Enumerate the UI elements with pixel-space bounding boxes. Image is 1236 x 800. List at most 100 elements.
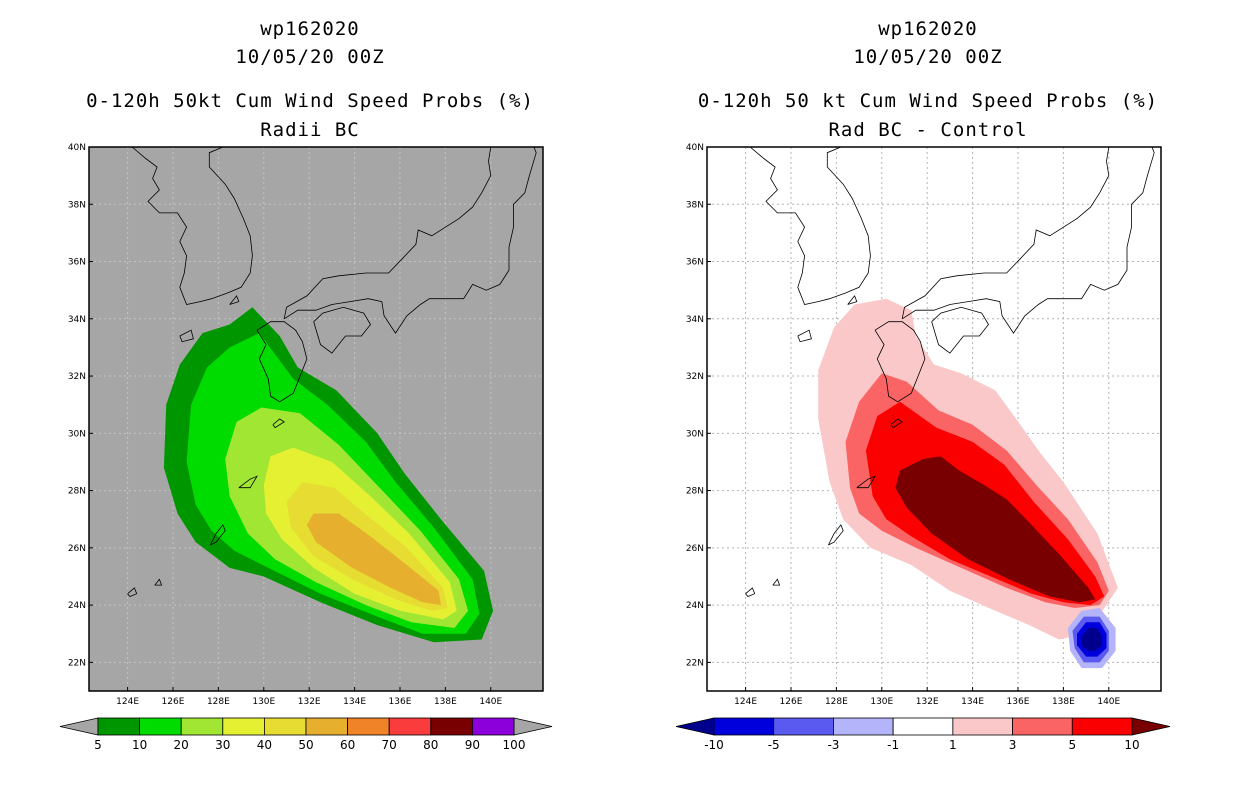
coastline: [874, 321, 926, 403]
lat-tick-label: 24N: [68, 601, 86, 611]
colorbar-swatch: [952, 717, 1013, 736]
colorbar-swatch: [263, 717, 307, 736]
coastline: [847, 295, 858, 305]
colorbar-label: 10: [1124, 738, 1139, 752]
lon-tick-label: 132E: [916, 697, 939, 707]
right-colorbar: -10 -5 -3 -1 1 3 5 10: [675, 717, 1171, 752]
left-title-product: 0-120h 50kt Cum Wind Speed Probs (%): [86, 90, 534, 112]
colorbar-label: -5: [768, 738, 780, 752]
colorbar-high-triangle: [513, 717, 553, 736]
lon-tick-label: 134E: [343, 697, 366, 707]
coastline: [931, 306, 989, 354]
colorbar-label: 10: [132, 738, 147, 752]
colorbar-label: 3: [1009, 738, 1017, 752]
map-content: [89, 147, 543, 691]
map-frame: [706, 146, 1162, 692]
contour-50-60: [306, 513, 441, 606]
coastline: [745, 587, 756, 597]
coastline: [901, 147, 1110, 319]
colorbar-label: 90: [465, 738, 480, 752]
coastline: [238, 475, 258, 489]
colorbar-low-triangle: [59, 717, 99, 736]
coastline: [154, 578, 163, 586]
colorbar-label: 80: [423, 738, 438, 752]
lon-tick-label: 140E: [1097, 697, 1120, 707]
coastline: [127, 587, 138, 597]
colorbar-label: 20: [174, 738, 189, 752]
lon-tick-label: 130E: [252, 697, 275, 707]
coastline: [272, 418, 285, 429]
colorbar-swatch: [1012, 717, 1073, 736]
lat-tick-label: 22N: [686, 658, 704, 668]
colorbar-label: 5: [94, 738, 102, 752]
coastline: [772, 578, 781, 586]
colorbar-label: 50: [298, 738, 313, 752]
lat-tick-label: 26N: [686, 544, 704, 554]
lon-tick-label: 138E: [434, 697, 457, 707]
colorbar-swatch: [1071, 717, 1133, 736]
coastline: [313, 306, 371, 354]
lat-tick-label: 36N: [68, 258, 86, 268]
colorbar-swatch: [388, 717, 432, 736]
lon-tick-label: 134E: [961, 697, 984, 707]
colorbar-label: 60: [340, 738, 355, 752]
map-content: [707, 147, 1161, 691]
contour--10: [1081, 628, 1102, 651]
lon-tick-label: 136E: [1007, 697, 1030, 707]
lat-tick-label: 22N: [68, 658, 86, 668]
lon-tick-label: 124E: [734, 697, 757, 707]
colorbar-label: 40: [257, 738, 272, 752]
lat-tick-label: 32N: [686, 372, 704, 382]
coastline: [256, 321, 308, 403]
colorbar-swatch: [430, 717, 473, 736]
coastline: [890, 418, 903, 429]
coastline: [797, 329, 812, 343]
lat-tick-label: 36N: [686, 258, 704, 268]
right-title-storm: wp162020: [878, 18, 978, 40]
colorbar-swatch: [833, 717, 894, 736]
lat-tick-label: 40N: [68, 143, 86, 153]
coastline: [901, 147, 1155, 334]
colorbar-low-triangle: [675, 717, 715, 736]
colorbar-swatch: [471, 717, 515, 736]
colorbar-swatch: [180, 717, 224, 736]
colorbar-swatch: [892, 717, 954, 736]
colorbar-label: 30: [215, 738, 230, 752]
lon-tick-label: 128E: [825, 697, 848, 707]
right-title-date: 10/05/20 00Z: [853, 46, 1003, 68]
lon-tick-label: 132E: [298, 697, 321, 707]
colorbar-label: 70: [382, 738, 397, 752]
colorbar-swatch: [97, 717, 140, 736]
coastline: [131, 147, 253, 305]
left-title-sub: Radii BC: [260, 119, 360, 141]
lon-tick-label: 124E: [116, 697, 139, 707]
lon-tick-label: 126E: [162, 697, 185, 707]
colorbar-swatch: [773, 717, 834, 736]
lat-tick-label: 28N: [68, 487, 86, 497]
coastline: [179, 329, 194, 343]
colorbar-swatch: [139, 717, 182, 736]
coastline: [828, 524, 844, 546]
lon-tick-label: 128E: [207, 697, 230, 707]
lon-tick-label: 138E: [1052, 697, 1075, 707]
colorbar-swatch: [222, 717, 265, 736]
left-title-date: 10/05/20 00Z: [235, 46, 385, 68]
coastline: [856, 475, 876, 489]
lat-tick-label: 38N: [686, 200, 704, 210]
left-title-storm: wp162020: [260, 18, 360, 40]
lat-tick-label: 38N: [68, 200, 86, 210]
lat-tick-label: 40N: [686, 143, 704, 153]
right-title-product: 0-120h 50 kt Cum Wind Speed Probs (%): [697, 90, 1159, 112]
lat-tick-label: 30N: [68, 429, 86, 439]
lat-tick-label: 24N: [686, 601, 704, 611]
colorbar-swatch: [713, 717, 775, 736]
contour--10: [895, 456, 1096, 603]
coastline: [749, 147, 871, 305]
lat-tick-label: 32N: [68, 372, 86, 382]
coastline: [283, 147, 492, 319]
left-colorbar: 5 10 20 30 40 50 60 70 80 90 100: [59, 717, 553, 752]
lat-tick-label: 34N: [686, 315, 704, 325]
coastline: [283, 147, 537, 334]
lat-tick-label: 28N: [686, 487, 704, 497]
